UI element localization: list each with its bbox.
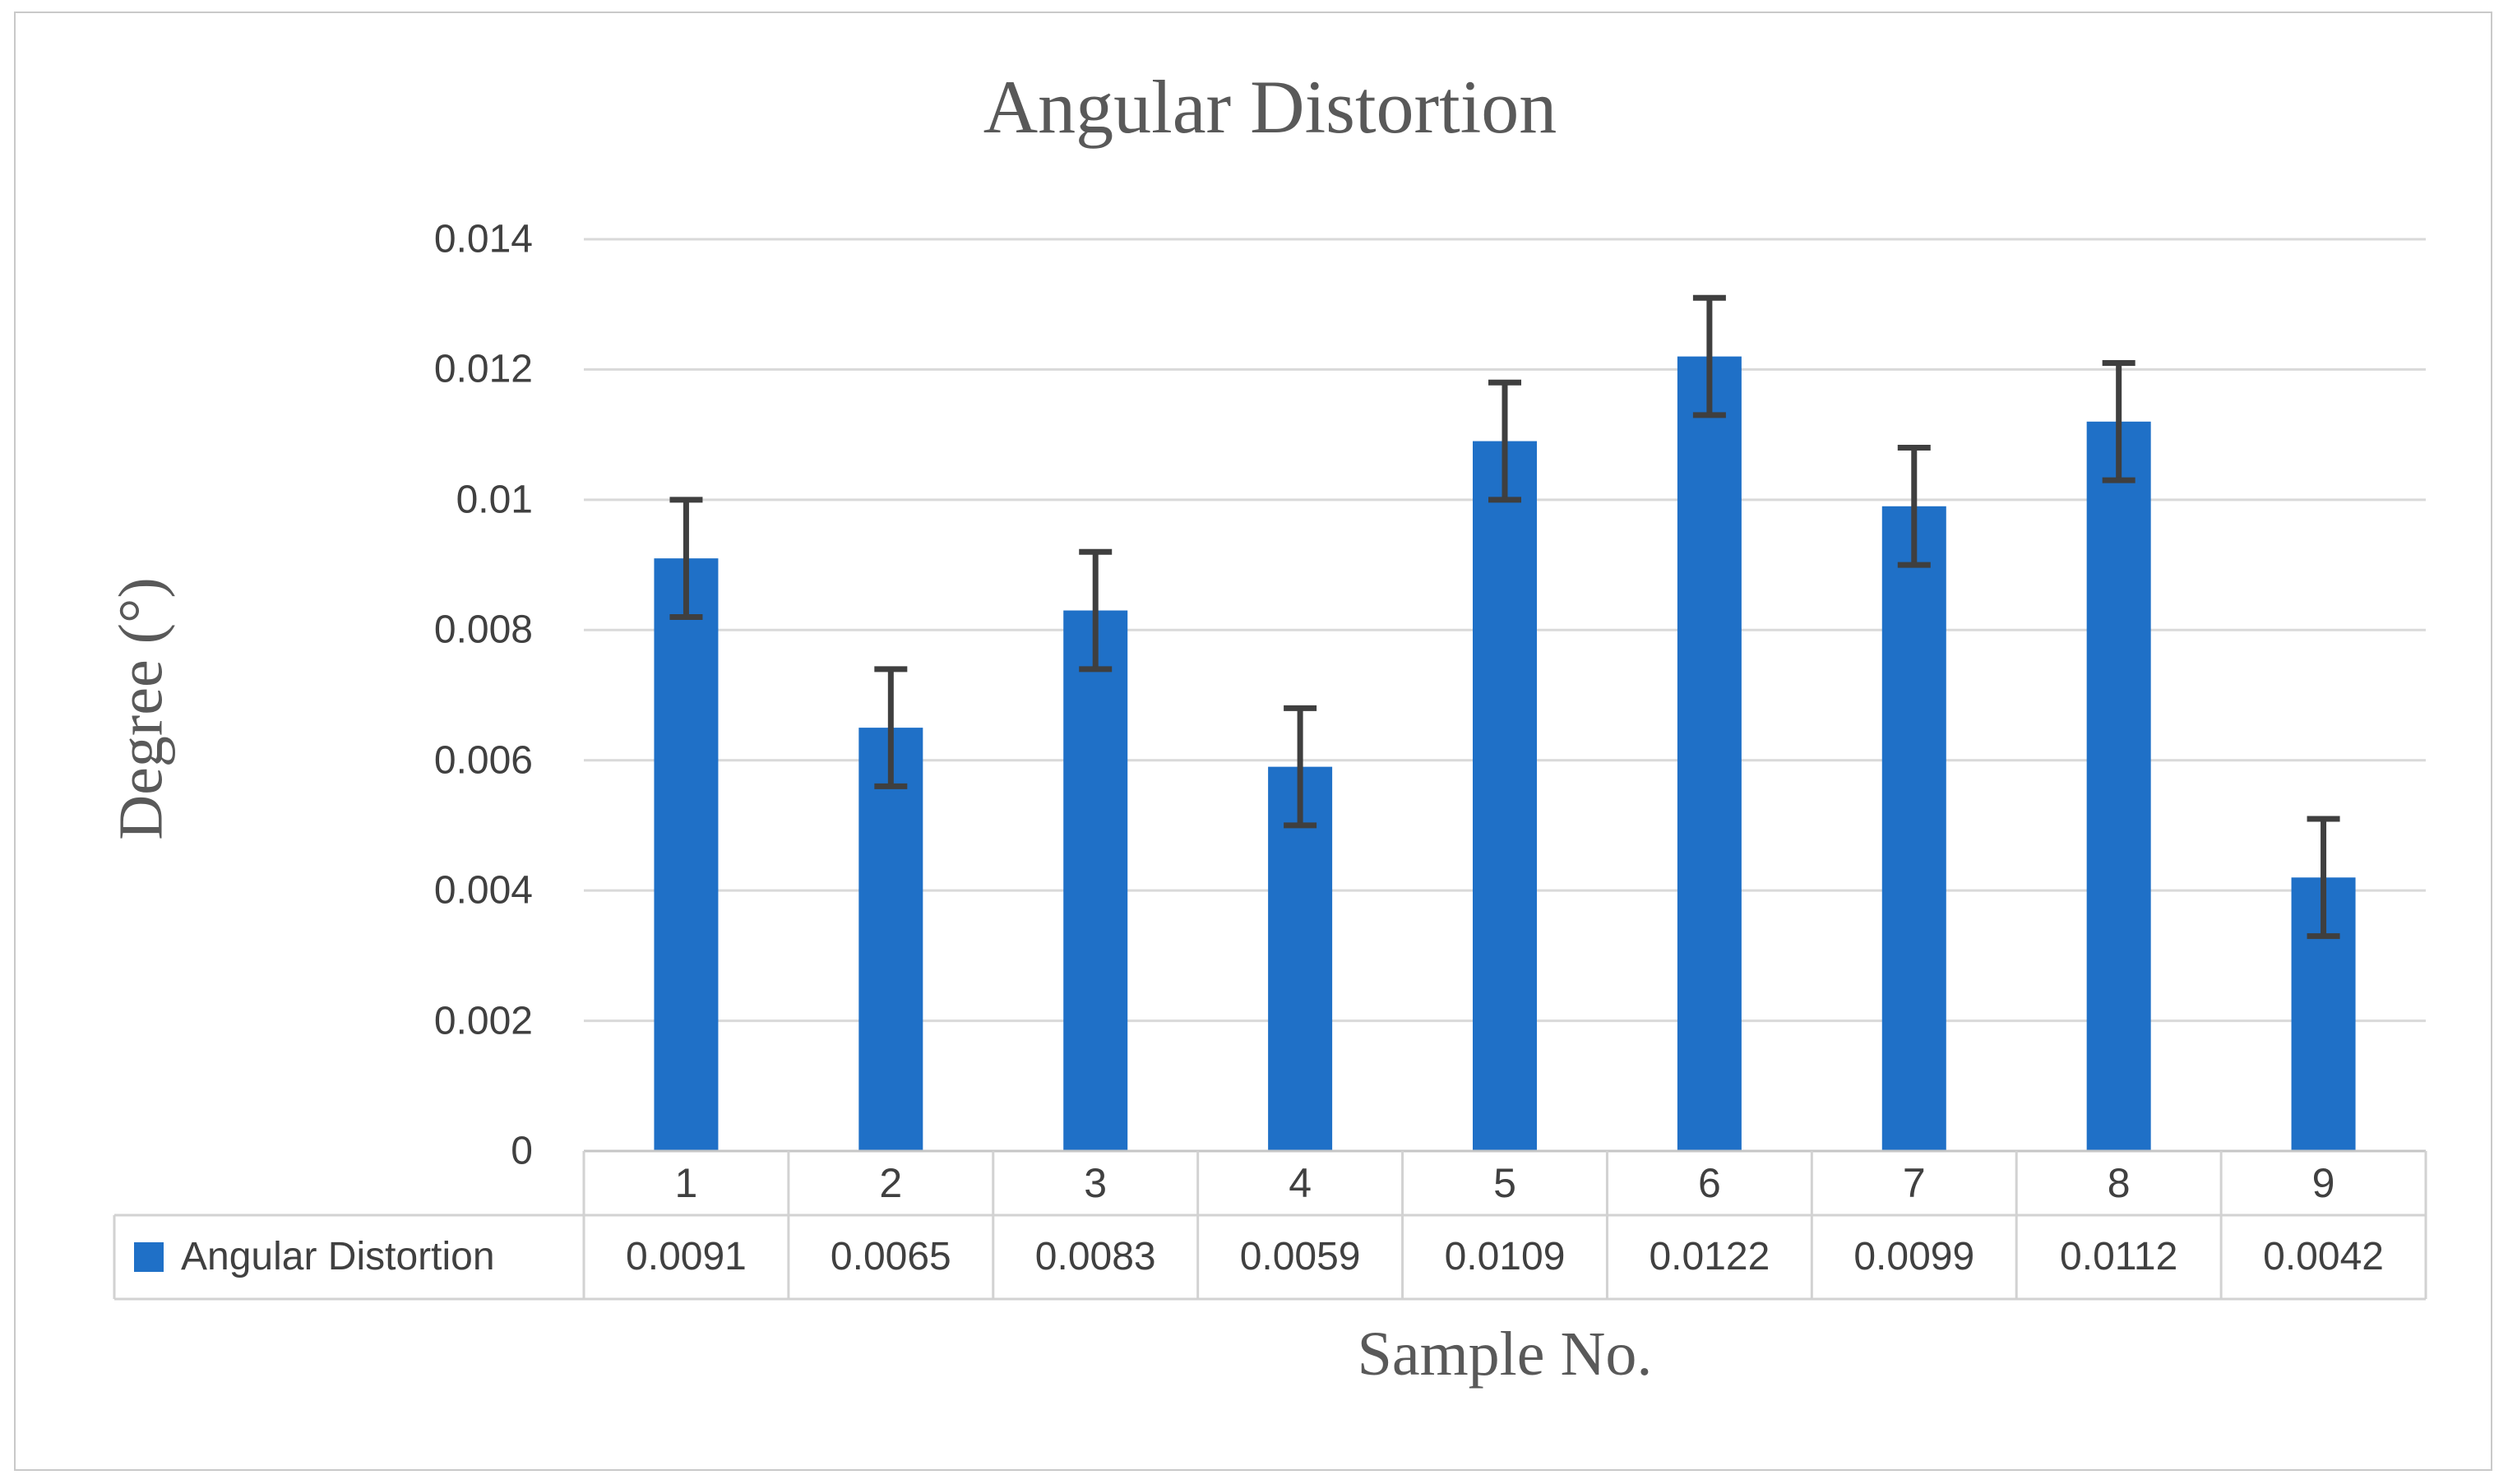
chart-title: Angular Distortion <box>983 65 1557 149</box>
table-value-cell: 0.0122 <box>1649 1235 1770 1278</box>
table-value-cell: 0.0091 <box>626 1235 747 1278</box>
table-value-cell: 0.0099 <box>1853 1235 1975 1278</box>
bar <box>1677 356 1742 1152</box>
y-tick-label: 0.004 <box>433 868 533 913</box>
table-category-header: 9 <box>2311 1160 2335 1206</box>
table-category-header: 6 <box>1697 1160 1721 1206</box>
table-category-header: 2 <box>879 1160 903 1206</box>
y-tick-label: 0.014 <box>433 217 533 261</box>
bar <box>1268 766 1333 1151</box>
bar <box>2086 421 2151 1151</box>
legend-series-label: Angular Distortion <box>181 1235 495 1278</box>
legend-color-swatch <box>134 1242 164 1272</box>
bar <box>858 728 923 1151</box>
table-category-header: 1 <box>674 1160 698 1206</box>
bar <box>1881 506 1946 1151</box>
y-tick-label: 0.002 <box>433 999 533 1043</box>
table-category-header: 7 <box>1902 1160 1926 1206</box>
table-category-header: 5 <box>1493 1160 1516 1206</box>
bar <box>1473 441 1537 1151</box>
y-tick-label: 0.006 <box>433 738 533 783</box>
bar <box>1063 610 1128 1151</box>
table-category-header: 3 <box>1084 1160 1108 1206</box>
bar <box>654 558 719 1151</box>
table-value-cell: 0.0083 <box>1034 1235 1156 1278</box>
y-tick-label: 0.012 <box>433 347 533 391</box>
table-value-cell: 0.0109 <box>1444 1235 1566 1278</box>
table-value-cell: 0.0112 <box>2060 1235 2178 1278</box>
x-axis-title: Sample No. <box>1357 1320 1653 1389</box>
y-tick-label: 0.01 <box>456 478 533 522</box>
table-value-cell: 0.0059 <box>1239 1235 1361 1278</box>
table-category-header: 8 <box>2107 1160 2131 1206</box>
y-tick-label: 0.008 <box>433 608 533 652</box>
table-value-cell: 0.0065 <box>830 1235 951 1278</box>
figure-border <box>14 12 2492 1471</box>
table-value-cell: 0.0042 <box>2263 1235 2384 1278</box>
table-category-header: 4 <box>1289 1160 1312 1206</box>
y-tick-label: 0 <box>511 1129 533 1173</box>
